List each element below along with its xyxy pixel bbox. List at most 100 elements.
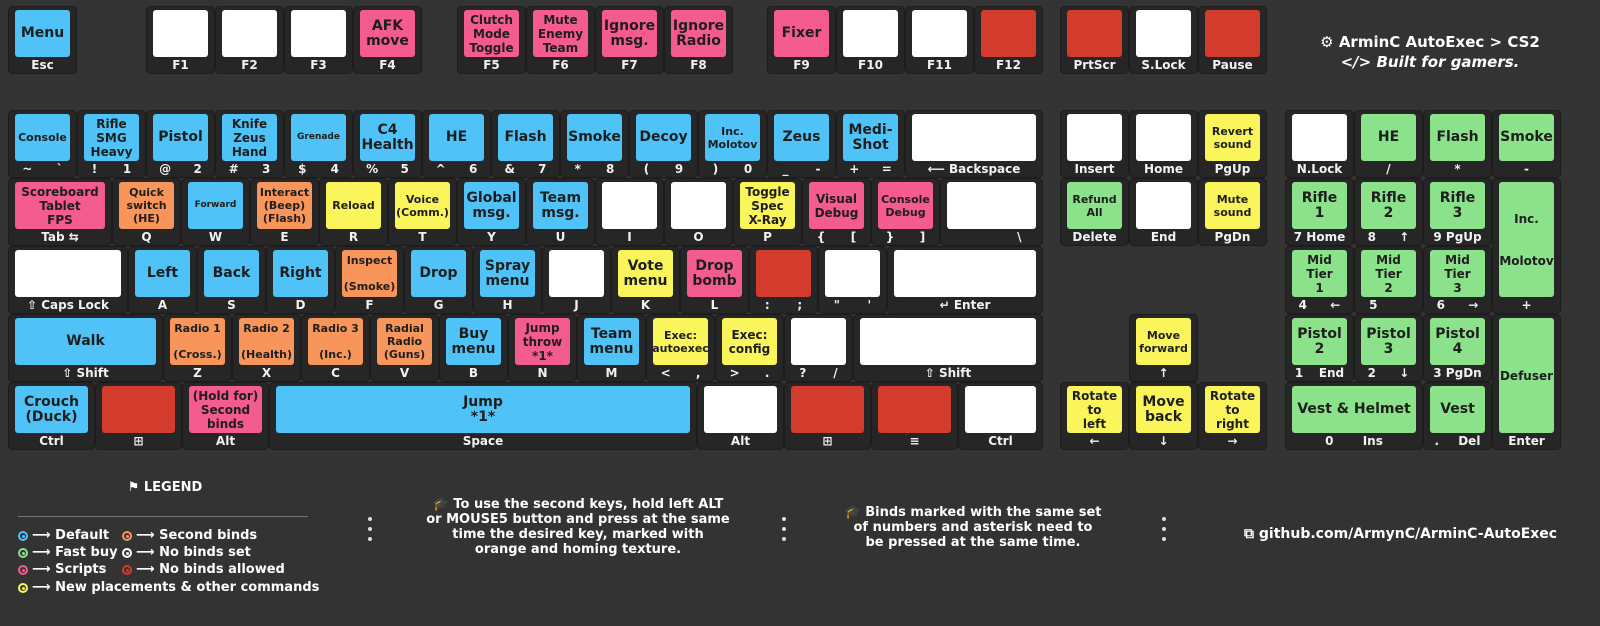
key-t[interactable]: Voice (Comm.) T [388, 178, 457, 246]
key-s[interactable]: Back S [197, 246, 266, 314]
key-num0[interactable]: Vest & Helmet 0 Ins [1285, 382, 1423, 450]
key-w[interactable]: Forward W [181, 178, 250, 246]
key-numdel[interactable]: Vest. Del [1423, 382, 1492, 450]
key-left[interactable]: Rotate to left ← [1060, 382, 1129, 450]
key-slock[interactable]: S.Lock [1129, 6, 1198, 74]
key-numenter[interactable]: Defuser Enter [1492, 314, 1561, 450]
key-o[interactable]: O [664, 178, 733, 246]
key-lshift[interactable]: Walk ⇧ Shift [8, 314, 163, 382]
key-semicolon[interactable]: :; [749, 246, 818, 314]
key-num2[interactable]: Pistol 3 2 ↓ [1354, 314, 1423, 382]
key-k[interactable]: Vote menu K [611, 246, 680, 314]
key-d5[interactable]: C4 Health% 5 [353, 110, 422, 178]
key-right[interactable]: Rotate to right → [1198, 382, 1267, 450]
key-caps[interactable]: ⇧ Caps Lock [8, 246, 128, 314]
key-num6[interactable]: Mid Tier 3 6 → [1423, 246, 1492, 314]
key-enter[interactable]: ↵ Enter [887, 246, 1043, 314]
key-lwin[interactable]: ⊞ [95, 382, 182, 450]
key-pgdn[interactable]: Mute sound PgDn [1198, 178, 1267, 246]
key-d2[interactable]: Pistol @2 [146, 110, 215, 178]
key-home[interactable]: Home [1129, 110, 1198, 178]
key-backspace[interactable]: ⟵ Backspace [905, 110, 1043, 178]
key-numdiv[interactable]: HE / [1354, 110, 1423, 178]
key-d7[interactable]: Flash & 7 [491, 110, 560, 178]
key-l[interactable]: Drop bomb L [680, 246, 749, 314]
key-y[interactable]: Global msg. Y [457, 178, 526, 246]
key-n[interactable]: Jump throw *1* N [508, 314, 577, 382]
key-numadd[interactable]: Inc. Molotov + [1492, 178, 1561, 314]
key-p[interactable]: Toggle Spec X-Ray P [733, 178, 802, 246]
key-ralt[interactable]: Alt [697, 382, 784, 450]
key-f11[interactable]: F11 [905, 6, 974, 74]
key-end[interactable]: End [1129, 178, 1198, 246]
key-f3[interactable]: F3 [284, 6, 353, 74]
key-rwin[interactable]: ⊞ [784, 382, 871, 450]
key-comma[interactable]: Exec: autoexec <, [646, 314, 715, 382]
key-f8[interactable]: Ignore Radio F8 [664, 6, 733, 74]
key-lctrl[interactable]: Crouch (Duck) Ctrl [8, 382, 95, 450]
key-esc[interactable]: Menu Esc [8, 6, 77, 74]
key-rctrl[interactable]: Ctrl [958, 382, 1043, 450]
key-tab[interactable]: Scoreboard Tablet FPS Tab ⇆ [8, 178, 112, 246]
key-a[interactable]: Left A [128, 246, 197, 314]
key-f[interactable]: Inspect (Smoke) F [335, 246, 404, 314]
key-slash[interactable]: ? / [784, 314, 853, 382]
key-tilde[interactable]: Console ~ ` [8, 110, 77, 178]
key-r[interactable]: Reload R [319, 178, 388, 246]
key-f5[interactable]: Clutch Mode Toggle F5 [457, 6, 526, 74]
key-numsub[interactable]: Smoke - [1492, 110, 1561, 178]
key-i[interactable]: I [595, 178, 664, 246]
key-rshift[interactable]: ⇧ Shift [853, 314, 1043, 382]
key-d1[interactable]: Rifle SMG Heavy! 1 [77, 110, 146, 178]
key-num1[interactable]: Pistol 2 1 End [1285, 314, 1354, 382]
key-g[interactable]: Drop G [404, 246, 473, 314]
key-m[interactable]: Team menu M [577, 314, 646, 382]
key-space[interactable]: Jump *1* Space [269, 382, 697, 450]
key-f6[interactable]: Mute Enemy Team F6 [526, 6, 595, 74]
key-d6[interactable]: HE ^ 6 [422, 110, 491, 178]
key-f2[interactable]: F2 [215, 6, 284, 74]
key-equal[interactable]: Medi- Shot + = [836, 110, 905, 178]
key-h[interactable]: Spray menu H [473, 246, 542, 314]
key-insert[interactable]: Insert [1060, 110, 1129, 178]
key-f10[interactable]: F10 [836, 6, 905, 74]
key-d8[interactable]: Smoke * 8 [560, 110, 629, 178]
key-nummul[interactable]: Flash * [1423, 110, 1492, 178]
key-up[interactable]: Move forward ↑ [1129, 314, 1198, 382]
key-menu[interactable]: ≡ [871, 382, 958, 450]
key-d3[interactable]: Knife Zeus Hand #3 [215, 110, 284, 178]
key-quote[interactable]: " ' [818, 246, 887, 314]
key-num8[interactable]: Rifle 2 8 ↑ [1354, 178, 1423, 246]
key-d9[interactable]: Decoy(9 [629, 110, 698, 178]
key-lalt[interactable]: (Hold for) Second binds Alt [182, 382, 269, 450]
key-u[interactable]: Team msg. U [526, 178, 595, 246]
key-d[interactable]: Right D [266, 246, 335, 314]
key-v[interactable]: Radial Radio (Guns) V [370, 314, 439, 382]
key-c[interactable]: Radio 3 (Inc.) C [301, 314, 370, 382]
key-f12[interactable]: F12 [974, 6, 1043, 74]
key-lbracket[interactable]: Visual Debug{[ [802, 178, 871, 246]
key-backslash[interactable]: \ [940, 178, 1043, 246]
key-pgup[interactable]: Revert sound PgUp [1198, 110, 1267, 178]
key-e[interactable]: Interact (Beep) (Flash) E [250, 178, 319, 246]
key-rbracket[interactable]: Console Debug}] [871, 178, 940, 246]
key-delete[interactable]: Refund All Delete [1060, 178, 1129, 246]
key-down[interactable]: Move back ↓ [1129, 382, 1198, 450]
key-d0[interactable]: Inc. Molotov) 0 [698, 110, 767, 178]
key-f1[interactable]: F1 [146, 6, 215, 74]
key-d4[interactable]: Grenade $4 [284, 110, 353, 178]
key-z[interactable]: Radio 1 (Cross.) Z [163, 314, 232, 382]
github-link[interactable]: ⧉ github.com/ArmynC/ArminC-AutoExec [1244, 526, 1557, 542]
key-period[interactable]: Exec: config >. [715, 314, 784, 382]
key-q[interactable]: Quick switch (HE) Q [112, 178, 181, 246]
key-x[interactable]: Radio 2 (Health) X [232, 314, 301, 382]
key-num4[interactable]: Mid Tier 1 4 ← [1285, 246, 1354, 314]
key-numlock[interactable]: N.Lock [1285, 110, 1354, 178]
key-minus[interactable]: Zeus _ - [767, 110, 836, 178]
key-prtscr[interactable]: PrtScr [1060, 6, 1129, 74]
key-f4[interactable]: AFK move F4 [353, 6, 422, 74]
